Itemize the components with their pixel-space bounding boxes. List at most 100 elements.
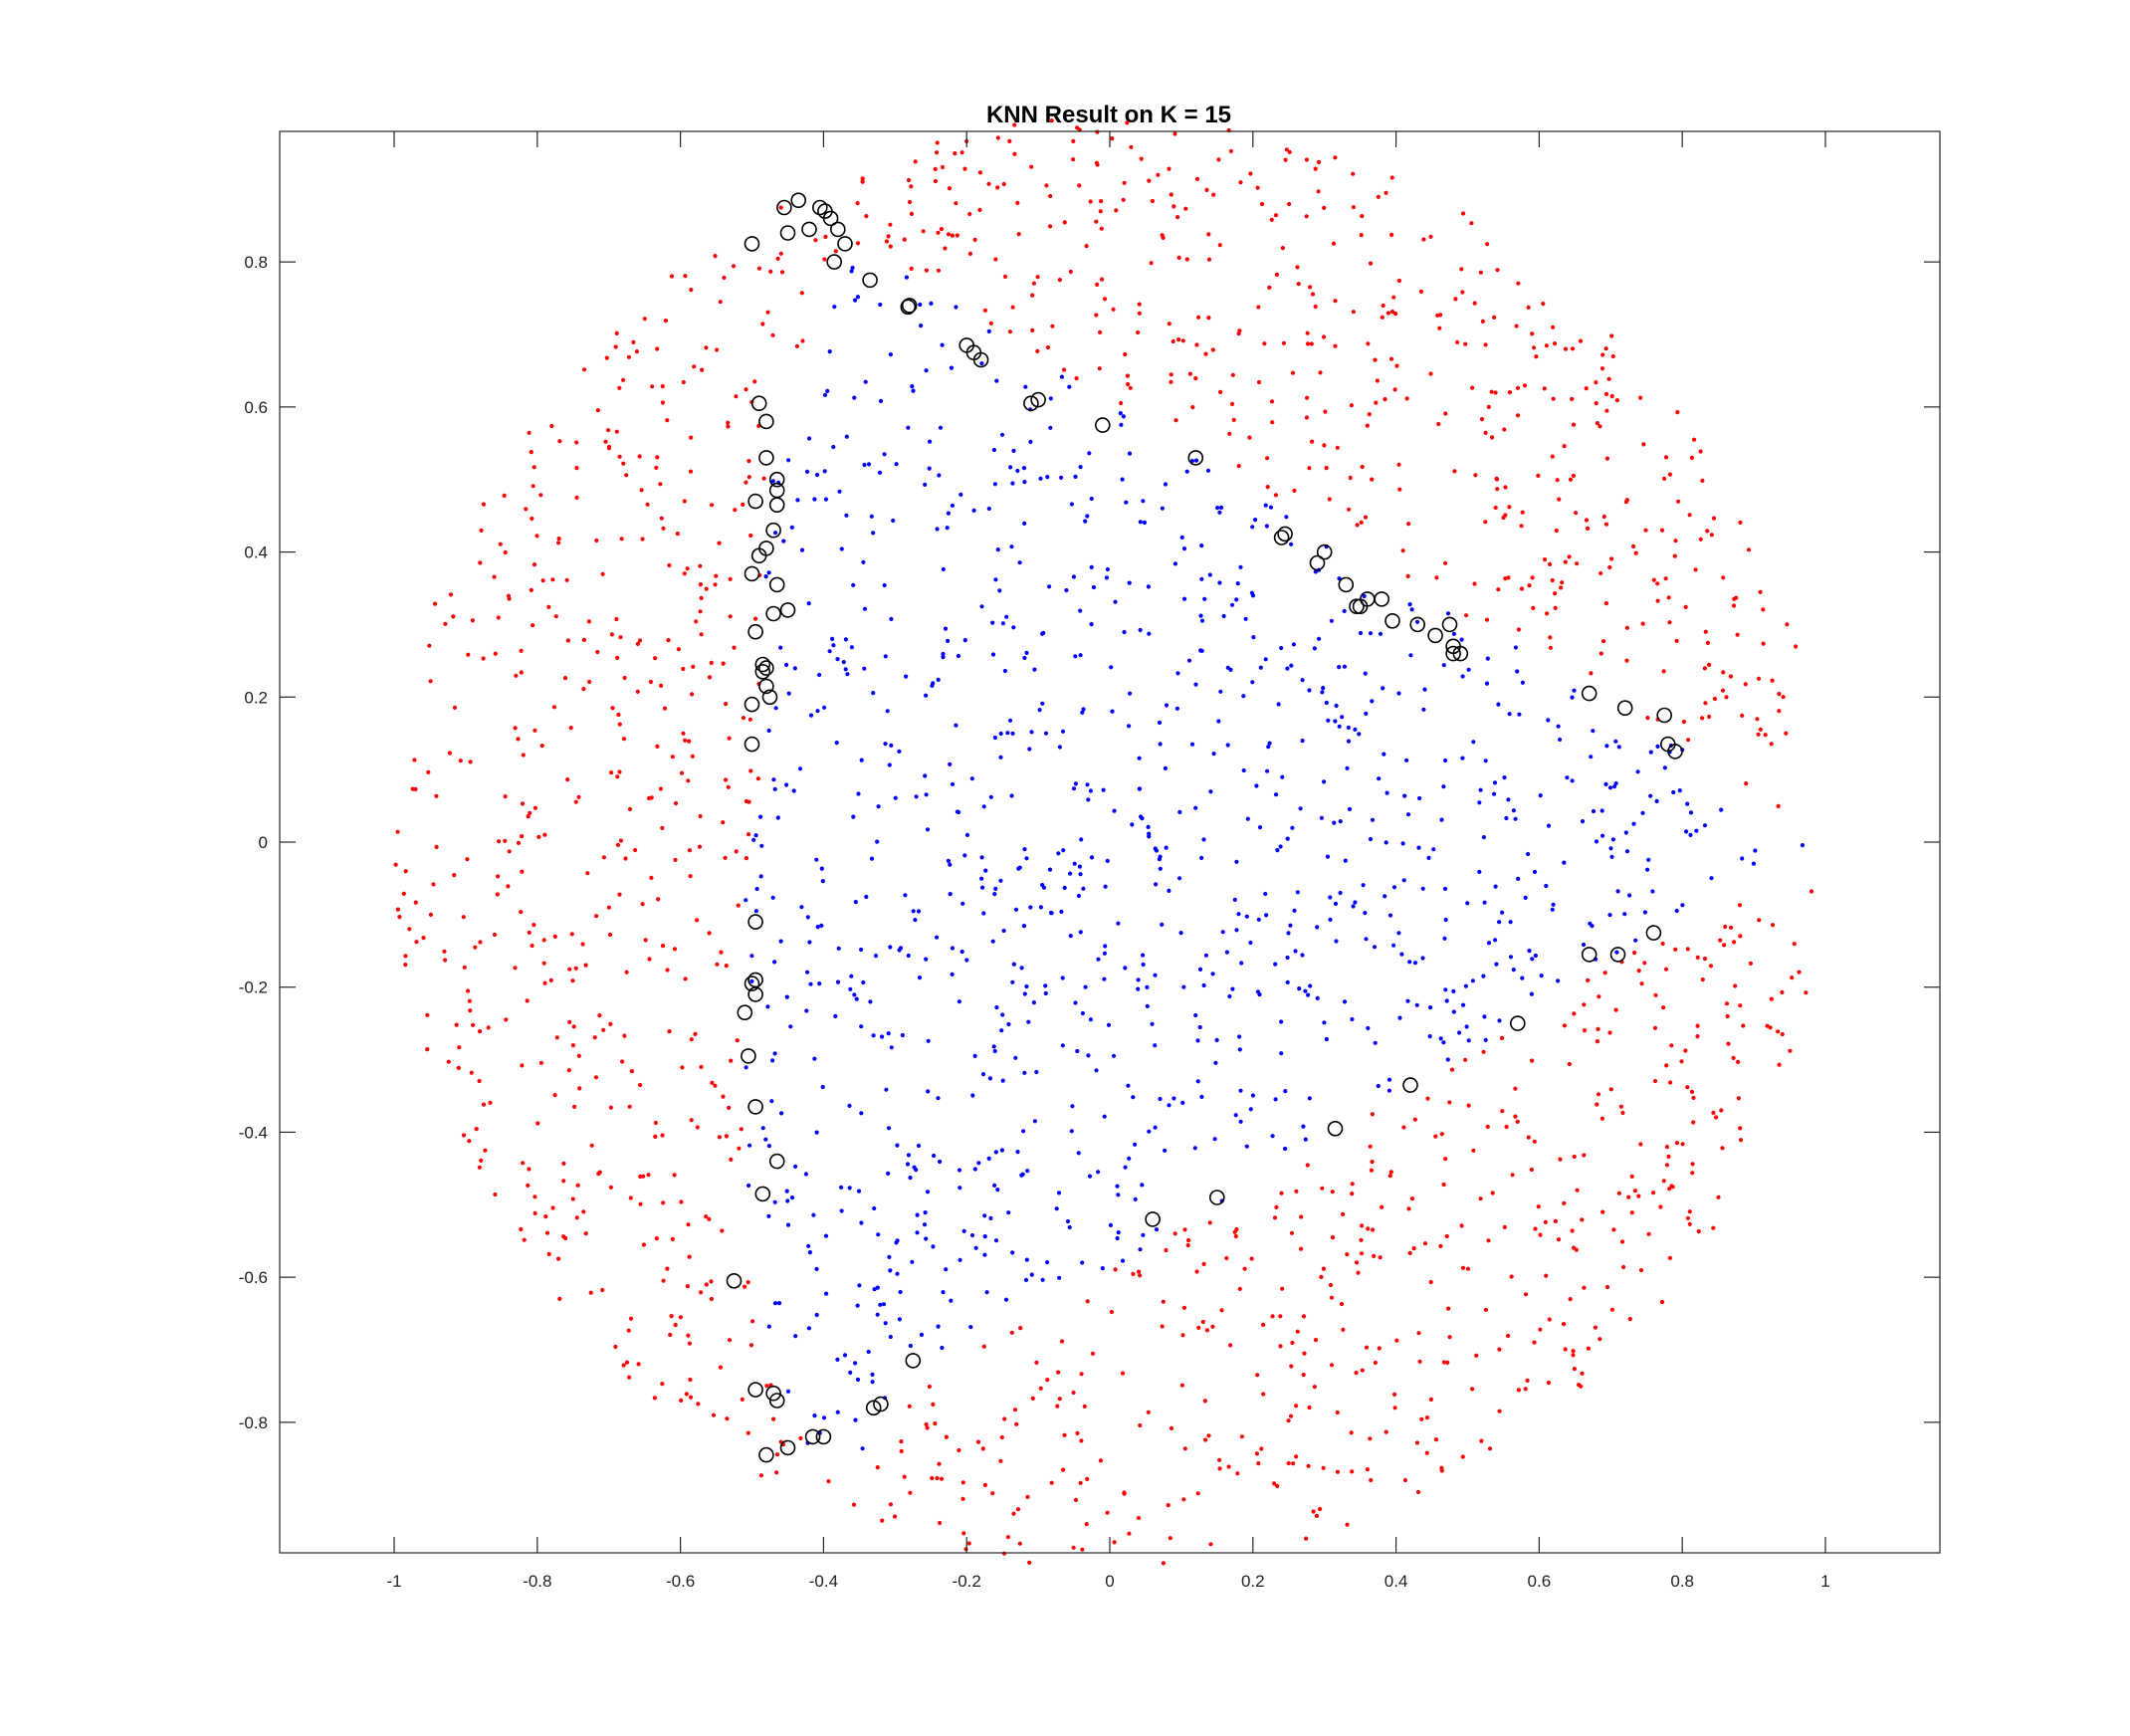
- red-point: [1470, 385, 1475, 390]
- blue-point: [1077, 864, 1082, 869]
- blue-point: [853, 298, 858, 303]
- red-point: [686, 1222, 691, 1227]
- red-point: [665, 1266, 670, 1271]
- blue-point: [1008, 465, 1013, 470]
- red-point: [1216, 157, 1221, 162]
- red-point: [1736, 1059, 1741, 1064]
- blue-point: [1515, 669, 1520, 674]
- red-point: [532, 562, 537, 567]
- red-point: [1304, 214, 1309, 219]
- blue-point: [972, 1053, 977, 1058]
- red-point: [1110, 136, 1115, 141]
- blue-point: [1303, 1137, 1308, 1142]
- red-point: [1640, 621, 1645, 626]
- blue-point: [1015, 1150, 1020, 1155]
- blue-point: [1358, 630, 1364, 636]
- blue-point: [1615, 889, 1620, 894]
- blue-point: [1141, 499, 1146, 504]
- red-point: [1809, 889, 1814, 894]
- red-point: [1538, 1232, 1543, 1237]
- red-point: [1274, 1204, 1279, 1209]
- red-point: [1146, 1410, 1151, 1414]
- blue-point: [958, 492, 963, 497]
- blue-point: [1607, 785, 1613, 790]
- red-point: [519, 670, 524, 675]
- red-point: [1572, 1011, 1577, 1016]
- blue-point: [922, 1222, 928, 1227]
- blue-point: [1141, 1232, 1146, 1237]
- blue-point: [1145, 984, 1150, 990]
- red-point: [635, 641, 641, 647]
- red-point: [1333, 155, 1338, 160]
- red-point: [1449, 1067, 1455, 1072]
- red-point: [414, 940, 419, 945]
- red-point: [1287, 149, 1292, 154]
- blue-point: [1485, 656, 1490, 661]
- red-point: [908, 1490, 913, 1495]
- red-point: [670, 1236, 675, 1241]
- blue-point: [1011, 625, 1016, 630]
- blue-point: [1101, 787, 1106, 792]
- misclassified-circle: [726, 1273, 743, 1289]
- red-point: [685, 1284, 691, 1289]
- red-point: [1527, 583, 1532, 588]
- blue-point: [791, 788, 796, 793]
- red-point: [660, 944, 666, 949]
- red-point: [1466, 1103, 1471, 1108]
- red-point: [519, 910, 524, 915]
- red-point: [727, 1338, 733, 1343]
- red-point: [1726, 1041, 1731, 1046]
- red-point: [1417, 1359, 1422, 1364]
- red-point: [531, 484, 535, 489]
- blue-point: [1279, 1051, 1284, 1056]
- blue-point: [1048, 425, 1053, 430]
- red-point: [1360, 1368, 1365, 1373]
- blue-point: [1325, 854, 1331, 859]
- red-point: [1349, 403, 1354, 408]
- blue-point: [1057, 745, 1062, 750]
- red-point: [1180, 338, 1185, 343]
- blue-point: [926, 1038, 931, 1043]
- red-point: [1586, 526, 1591, 532]
- y-axis: -0.8-0.6-0.4-0.200.20.40.60.8: [239, 253, 1940, 1432]
- red-point: [681, 666, 686, 672]
- red-point: [695, 918, 700, 923]
- blue-point: [1460, 674, 1465, 679]
- red-point: [1776, 803, 1781, 809]
- red-point: [947, 186, 953, 191]
- red-point: [1714, 1115, 1719, 1120]
- red-point: [731, 264, 737, 269]
- red-point: [1707, 662, 1712, 668]
- red-point: [522, 1237, 527, 1242]
- red-point: [1698, 449, 1703, 454]
- blue-point: [1556, 724, 1561, 729]
- blue-point: [1284, 515, 1289, 520]
- red-point: [1633, 550, 1638, 555]
- red-point: [1318, 370, 1323, 375]
- red-point: [1507, 390, 1512, 395]
- red-point: [694, 619, 699, 624]
- blue-point: [766, 1144, 772, 1149]
- blue-point: [772, 1301, 778, 1306]
- blue-point: [1025, 1169, 1030, 1174]
- red-point: [1161, 1299, 1166, 1304]
- red-point: [1700, 478, 1705, 483]
- blue-point: [1334, 939, 1339, 944]
- blue-point: [804, 1008, 809, 1013]
- misclassified-circle: [1667, 744, 1683, 760]
- blue-point: [919, 1332, 925, 1337]
- red-point: [1490, 435, 1495, 440]
- blue-point: [1502, 775, 1507, 780]
- blue-point: [851, 582, 856, 587]
- red-point: [1711, 1110, 1716, 1115]
- red-point: [934, 150, 940, 155]
- red-point: [1094, 313, 1099, 318]
- red-point: [486, 1025, 491, 1030]
- blue-point: [1337, 724, 1342, 729]
- red-point: [1279, 1191, 1284, 1195]
- red-point: [1668, 1080, 1673, 1085]
- red-point: [496, 874, 501, 879]
- red-point: [1012, 1408, 1018, 1412]
- red-point: [1510, 1173, 1515, 1178]
- red-point: [1641, 442, 1646, 447]
